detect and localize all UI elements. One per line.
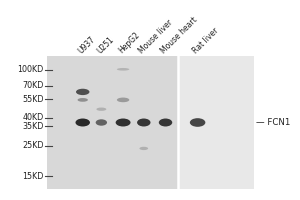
Text: 15KD: 15KD — [22, 172, 44, 181]
Text: 70KD: 70KD — [22, 81, 44, 90]
Text: Mouse liver: Mouse liver — [137, 18, 175, 55]
Text: Mouse heart: Mouse heart — [159, 15, 199, 55]
Ellipse shape — [117, 98, 129, 102]
Ellipse shape — [77, 98, 88, 102]
Ellipse shape — [159, 119, 172, 126]
Ellipse shape — [137, 119, 151, 126]
Ellipse shape — [140, 147, 148, 150]
Text: 40KD: 40KD — [22, 113, 44, 122]
Text: — FCN1: — FCN1 — [256, 118, 291, 127]
Text: Rat liver: Rat liver — [191, 26, 220, 55]
Bar — [178, 56, 253, 189]
Ellipse shape — [76, 89, 89, 95]
Bar — [46, 56, 178, 189]
Text: 55KD: 55KD — [22, 95, 44, 104]
Text: HepG2: HepG2 — [117, 30, 141, 55]
Ellipse shape — [116, 119, 130, 126]
Ellipse shape — [96, 119, 107, 126]
Text: U251: U251 — [95, 35, 116, 55]
Ellipse shape — [190, 118, 206, 127]
Text: 35KD: 35KD — [22, 122, 44, 131]
Ellipse shape — [76, 119, 90, 126]
Text: 100KD: 100KD — [17, 65, 44, 74]
Ellipse shape — [117, 68, 129, 71]
Text: U937: U937 — [76, 34, 97, 55]
Text: 25KD: 25KD — [22, 141, 44, 150]
Ellipse shape — [96, 108, 106, 111]
